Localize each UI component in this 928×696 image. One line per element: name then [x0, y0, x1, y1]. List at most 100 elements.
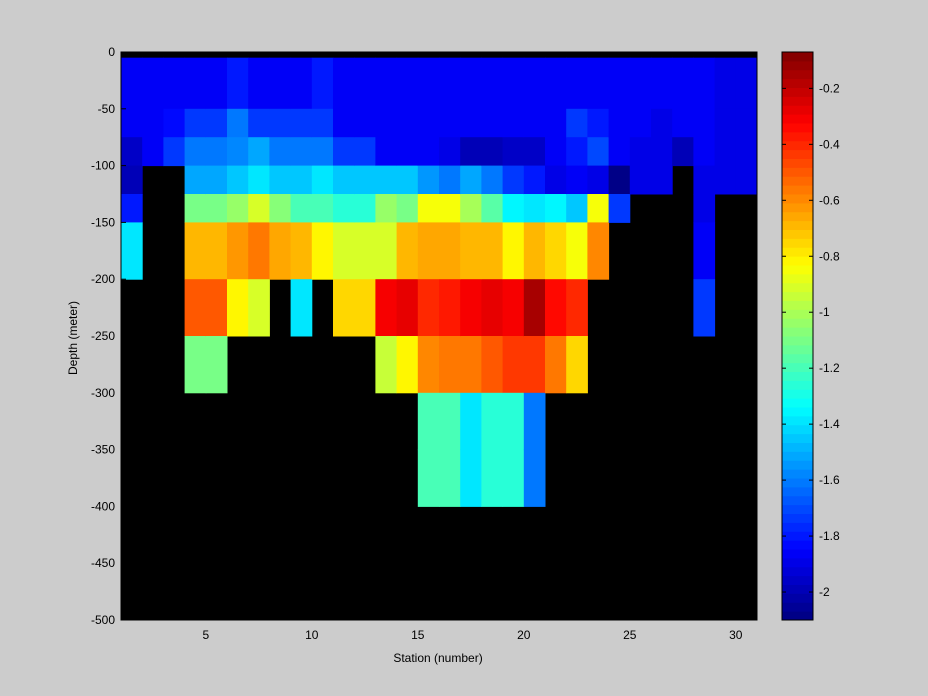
colorbar-segment: [782, 531, 813, 541]
y-tick-label: -200: [91, 272, 115, 286]
heatmap-cell: [184, 108, 207, 138]
heatmap-cell: [184, 137, 207, 167]
heatmap-cell: [566, 57, 588, 110]
heatmap-cell: [417, 194, 440, 223]
heatmap-cell: [460, 392, 482, 451]
heatmap-cell: [523, 392, 546, 451]
heatmap-cell: [205, 222, 228, 280]
heatmap-cell: [714, 108, 737, 138]
heatmap-cell: [290, 222, 313, 280]
heatmap-cell: [375, 57, 398, 110]
heatmap-cell: [121, 137, 143, 167]
heatmap-cell: [502, 108, 525, 138]
heatmap-cell: [396, 165, 419, 195]
colorbar-segment: [782, 478, 813, 488]
heatmap-cell: [333, 57, 355, 110]
heatmap-cell: [333, 108, 355, 138]
heatmap-cell: [460, 194, 482, 223]
y-tick-label: -100: [91, 159, 115, 173]
heatmap-cell: [142, 137, 164, 167]
colorbar-tick-label: -0.2: [819, 81, 840, 95]
heatmap-cell: [714, 57, 737, 110]
heatmap-cell: [545, 137, 567, 167]
colorbar-segment: [782, 69, 813, 80]
heatmap-cell: [439, 165, 461, 195]
heatmap-cell: [269, 108, 292, 138]
heatmap-cell: [354, 108, 376, 138]
heatmap-cell: [439, 392, 461, 451]
heatmap-cell: [354, 222, 376, 280]
heatmap-cell: [417, 137, 440, 167]
heatmap-cell: [184, 57, 207, 110]
heatmap-cell: [651, 57, 673, 110]
heatmap-cell: [523, 336, 546, 394]
heatmap-cell: [311, 194, 334, 223]
heatmap-cell: [481, 194, 504, 223]
heatmap-cell: [227, 165, 249, 195]
colorbar-segment: [782, 202, 813, 213]
colorbar-segment: [782, 185, 813, 195]
y-tick-label: -150: [91, 215, 115, 229]
heatmap-cell: [375, 137, 398, 167]
heatmap-cell: [502, 392, 525, 451]
heatmap-cell: [205, 165, 228, 195]
colorbar-segment: [782, 96, 813, 106]
heatmap-cell: [311, 222, 334, 280]
colorbar-segment: [782, 362, 813, 372]
x-tick-label: 25: [623, 628, 637, 642]
heatmap-cell: [227, 194, 249, 223]
heatmap-cell: [502, 449, 525, 507]
heatmap-cell: [523, 108, 546, 138]
heatmap-cell: [396, 279, 419, 337]
colorbar-segment: [782, 194, 813, 204]
heatmap-cell: [481, 137, 504, 167]
x-axis-label: Station (number): [393, 651, 482, 665]
y-axis-label: Depth (meter): [66, 301, 80, 375]
heatmap-cell: [545, 336, 567, 394]
heatmap-cell: [502, 279, 525, 337]
y-tick-label: 0: [108, 45, 115, 59]
colorbar-segment: [782, 247, 813, 257]
heatmap-cell: [523, 449, 546, 507]
heatmap-cell: [545, 194, 567, 223]
heatmap-cell: [163, 108, 186, 138]
heatmap-cell: [523, 222, 546, 280]
heatmap-cell: [693, 279, 716, 337]
heatmap-cell: [693, 137, 716, 167]
heatmap-cell: [311, 137, 334, 167]
colorbar-segment: [782, 486, 813, 497]
heatmap-cell: [163, 57, 186, 110]
heatmap-cell: [354, 137, 376, 167]
colorbar-segment: [782, 238, 813, 248]
heatmap-cell: [205, 108, 228, 138]
heatmap-cell: [417, 392, 440, 451]
heatmap-cell: [142, 57, 164, 110]
heatmap-cell: [417, 279, 440, 337]
heatmap-cell: [269, 165, 292, 195]
colorbar-segment: [782, 176, 813, 186]
heatmap-cell: [566, 108, 588, 138]
x-tick-label: 5: [202, 628, 209, 642]
heatmap-cell: [439, 108, 461, 138]
colorbar-segment: [782, 309, 813, 319]
heatmap-cell: [523, 137, 546, 167]
heatmap-cell: [566, 165, 588, 195]
heatmap-cell: [629, 108, 652, 138]
heatmap-cell: [587, 165, 610, 195]
colorbar-tick-label: -0.4: [819, 137, 840, 151]
heatmap-cell: [333, 137, 355, 167]
y-tick-label: -300: [91, 386, 115, 400]
heatmap-cell: [629, 57, 652, 110]
heatmap-cell: [311, 57, 334, 110]
colorbar-segment: [782, 566, 813, 577]
heatmap-cell: [333, 165, 355, 195]
colorbar-segment: [782, 407, 813, 417]
heatmap-cell: [608, 108, 631, 138]
heatmap-cell: [121, 108, 143, 138]
colorbar-segment: [782, 424, 813, 435]
heatmap-cell: [121, 222, 143, 280]
heatmap-cell: [248, 194, 270, 223]
heatmap-cell: [608, 194, 631, 223]
y-tick-label: -400: [91, 499, 115, 513]
heatmap-cell: [417, 449, 440, 507]
